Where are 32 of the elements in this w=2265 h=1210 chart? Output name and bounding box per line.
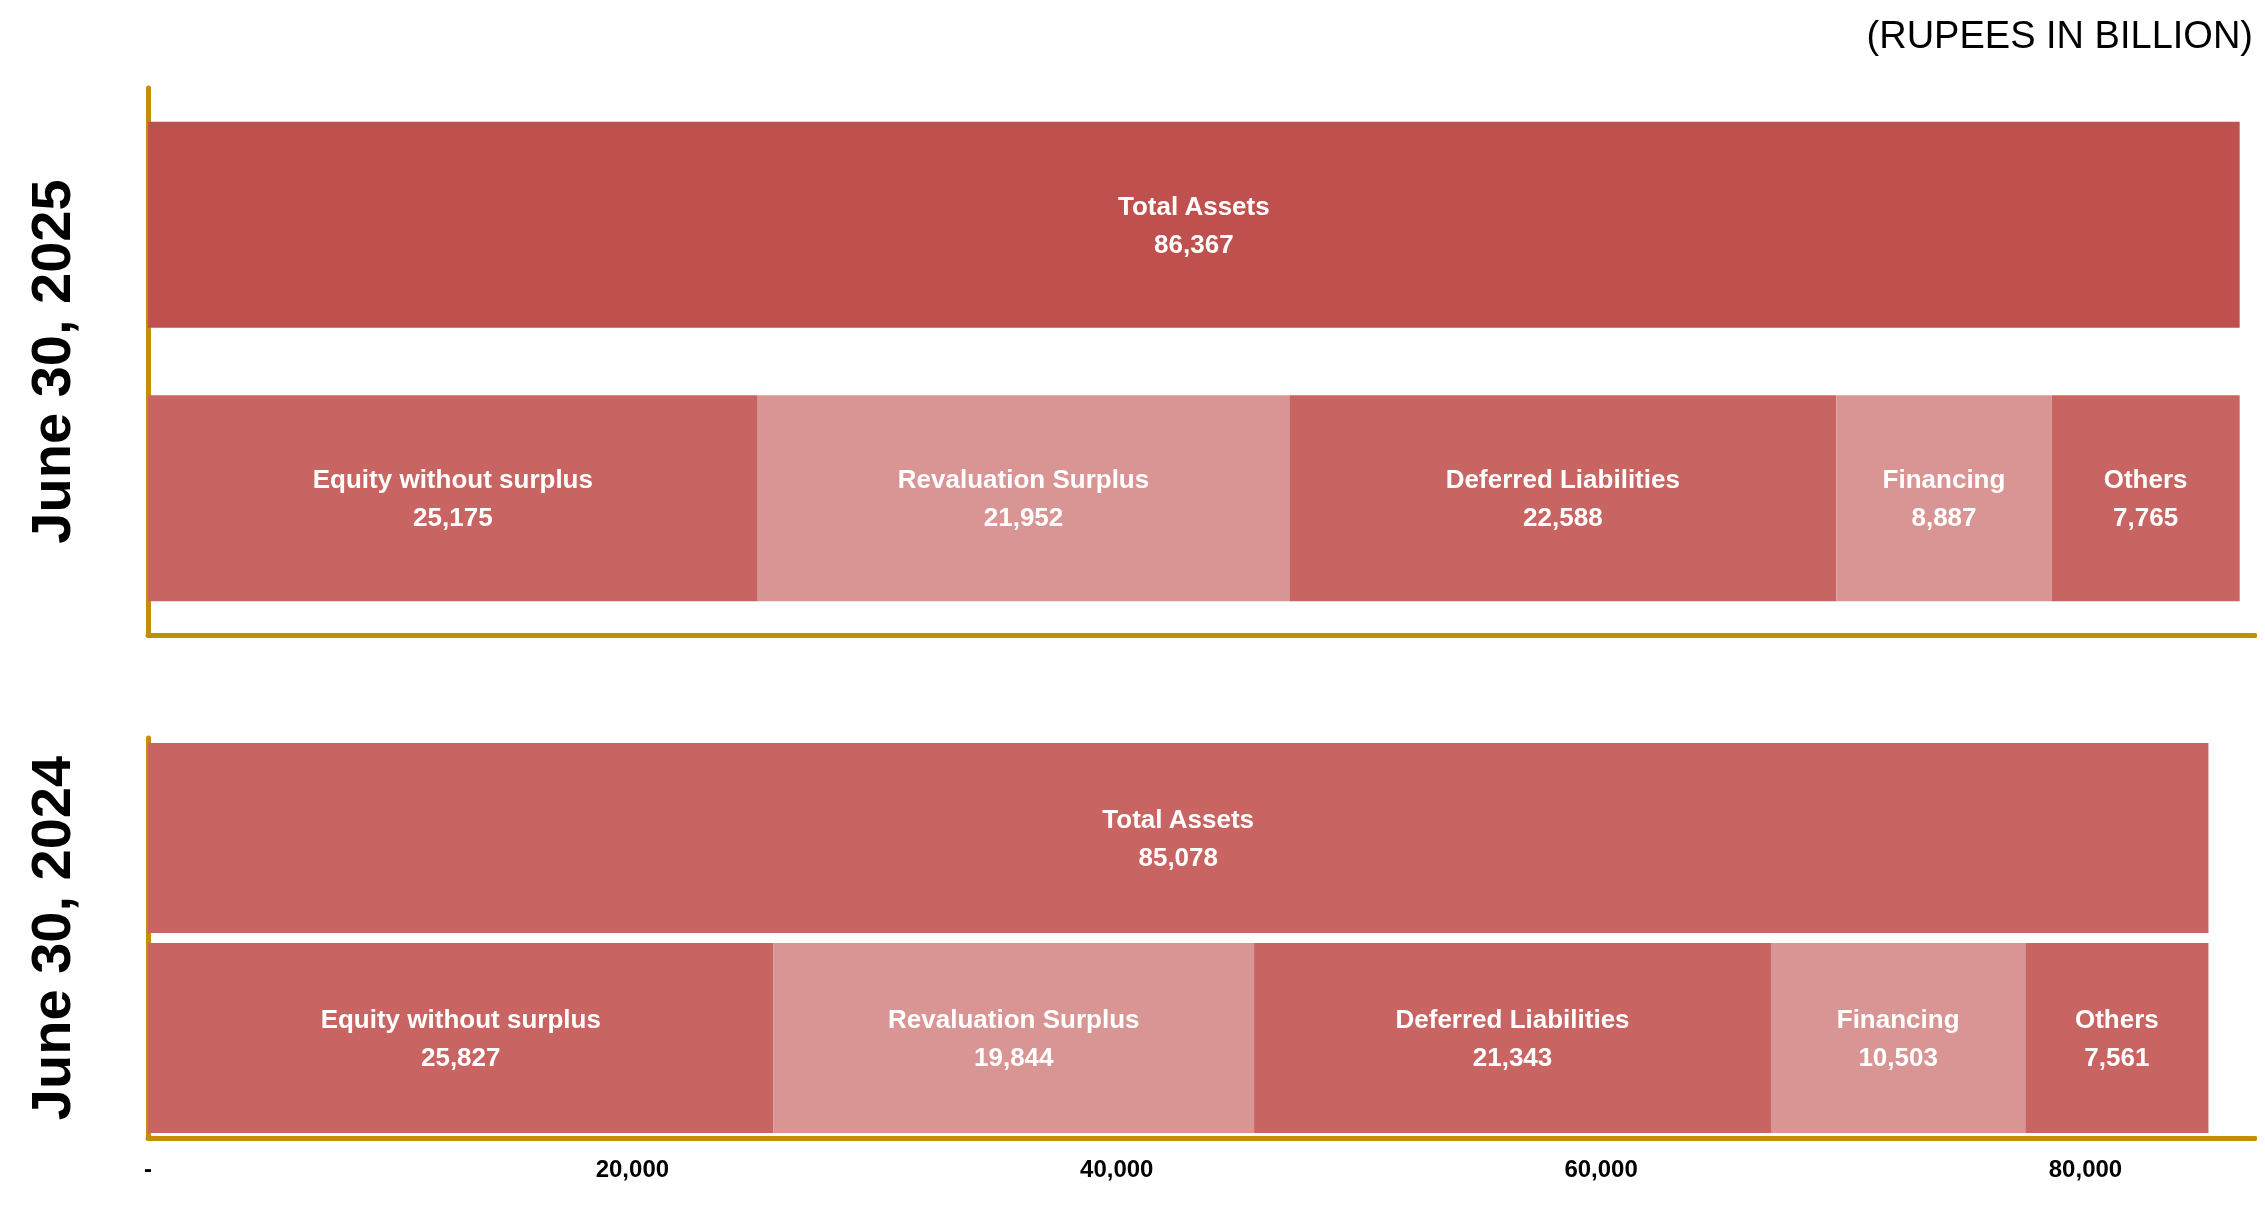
data-label: 21,952 bbox=[983, 502, 1064, 533]
series-label: Deferred Liabilities bbox=[1395, 1004, 1630, 1034]
x-tick-label: 20,000 bbox=[595, 1154, 670, 1182]
series-label: Total Assets bbox=[1102, 804, 1255, 834]
data-label: 85,078 bbox=[1138, 842, 1218, 872]
series-label: Revaluation Surplus bbox=[897, 464, 1150, 495]
series-label: Equity without surplus bbox=[312, 464, 593, 495]
data-label: 22,588 bbox=[1523, 502, 1603, 533]
series-label: Financing bbox=[1836, 1004, 1960, 1034]
data-label: 8,887 bbox=[1911, 502, 1977, 533]
data-label: 10,503 bbox=[1858, 1042, 1938, 1072]
series-label: Revaluation Surplus bbox=[888, 1004, 1140, 1034]
series-label: Others bbox=[2103, 464, 2188, 495]
text: (RUPEES IN BILLION) bbox=[1866, 14, 2253, 56]
series-label: Total Assets bbox=[1117, 190, 1270, 221]
x-tick-label: 60,000 bbox=[1564, 1154, 1638, 1182]
series-label: Others bbox=[2074, 1004, 2159, 1034]
data-label: 25,175 bbox=[413, 502, 493, 533]
x-tick-label: - bbox=[144, 1154, 152, 1182]
data-label: 21,343 bbox=[1472, 1042, 1553, 1072]
data-label: 19,844 bbox=[974, 1042, 1055, 1072]
y-axis-title: June 30, 2024 bbox=[18, 755, 82, 1121]
series-label: Deferred Liabilities bbox=[1445, 464, 1680, 495]
data-label: 7,765 bbox=[2113, 502, 2179, 533]
data-label: 25,827 bbox=[420, 1042, 501, 1072]
x-tick-label: 80,000 bbox=[2048, 1154, 2123, 1182]
y-axis-title: June 30, 2025 bbox=[18, 179, 82, 544]
series-label: Financing bbox=[1882, 464, 2006, 495]
data-label: 86,367 bbox=[1154, 228, 1234, 259]
x-tick-label: 40,000 bbox=[1080, 1154, 1154, 1182]
series-label: Equity without surplus bbox=[320, 1004, 601, 1034]
data-label: 7,561 bbox=[2084, 1042, 2150, 1072]
